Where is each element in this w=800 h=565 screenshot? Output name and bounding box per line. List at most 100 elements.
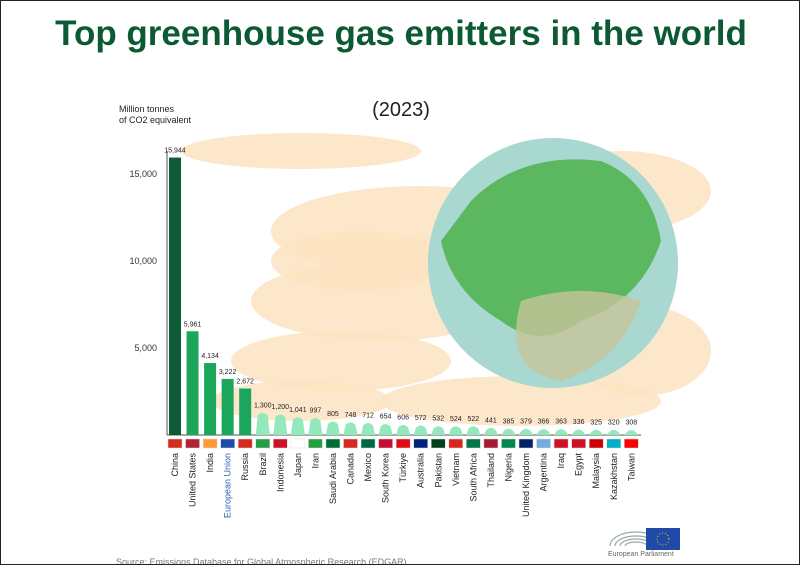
data-label: 3,222 (219, 369, 237, 376)
bar (169, 157, 181, 435)
y-tick-label: 10,000 (129, 256, 157, 266)
smoke-cloud (181, 133, 421, 169)
flag-icon (536, 438, 551, 449)
data-label: 522 (468, 416, 480, 423)
flag-icon (431, 438, 446, 449)
bar (273, 414, 288, 435)
flag-icon (518, 438, 534, 449)
category-label: Vietnam (451, 453, 461, 486)
y-axis-label: Million tonnes of CO2 equivalent (119, 104, 191, 126)
flag-icon (606, 438, 621, 449)
category-label: Canada (346, 453, 356, 485)
data-label: 441 (485, 417, 497, 424)
flag-icon (360, 438, 376, 449)
flag-icon (237, 438, 253, 449)
data-label: 524 (450, 416, 462, 423)
category-label: Türkiye (398, 453, 408, 483)
flag-icon (308, 438, 323, 449)
data-label: 748 (345, 412, 357, 419)
category-label: Saudi Arabia (328, 453, 338, 504)
category-label: Australia (416, 453, 426, 488)
bar (290, 417, 305, 435)
data-label: 308 (625, 420, 637, 427)
smoke-cloud (231, 331, 451, 391)
bar (361, 423, 376, 435)
chart-subtitle: (2023) (372, 99, 430, 121)
bar (536, 429, 551, 435)
category-label: South Korea (381, 453, 391, 503)
data-label: 5,961 (184, 321, 202, 328)
flag-icon (571, 438, 586, 449)
category-label: Nigeria (503, 453, 513, 482)
bar (606, 429, 621, 435)
bar (571, 429, 586, 435)
bar (589, 429, 604, 435)
category-label: South Africa (468, 453, 478, 502)
bar (308, 418, 323, 435)
flag-icon (290, 438, 306, 449)
bar (378, 424, 393, 435)
category-label: United States (188, 453, 198, 508)
category-label: Iraq (556, 453, 566, 469)
data-label: 379 (520, 418, 532, 425)
source-note: Source: Emissions Database for Global At… (116, 557, 407, 565)
data-label: 336 (573, 419, 585, 426)
flag-icon (413, 438, 428, 449)
category-label: Iran (310, 453, 320, 469)
flag-icon (185, 438, 200, 449)
bar (239, 388, 252, 435)
data-label: 4,134 (201, 353, 219, 360)
category-label: China (170, 453, 180, 477)
data-label: 997 (310, 408, 322, 415)
flag-icon (483, 438, 499, 449)
bar (186, 331, 199, 435)
category-label: European Union (223, 453, 233, 518)
category-label: Taiwan (626, 453, 636, 481)
bar (624, 430, 639, 435)
bar (204, 363, 217, 435)
data-label: 1,041 (289, 407, 307, 414)
bar (343, 422, 358, 435)
category-label: Egypt (574, 453, 584, 477)
bar (431, 426, 446, 435)
data-label: 572 (415, 415, 427, 422)
category-label: Indonesia (275, 453, 285, 492)
category-label: Pakistan (433, 453, 443, 488)
data-label: 363 (555, 419, 567, 426)
category-label: Argentina (539, 453, 549, 492)
data-label: 325 (590, 419, 602, 426)
data-label: 532 (432, 416, 444, 423)
globe-land (516, 291, 641, 381)
bar (255, 412, 270, 435)
category-label: Mexico (363, 453, 373, 482)
data-label: 606 (397, 414, 409, 421)
bar (466, 426, 481, 435)
data-label: 805 (327, 411, 339, 418)
y-tick-label: 5,000 (134, 343, 157, 353)
y-axis-label-line2: of CO2 equivalent (119, 115, 192, 125)
flag-icon (167, 438, 183, 449)
bar (448, 426, 463, 435)
smoke-cloud (211, 381, 391, 421)
bar (396, 424, 411, 435)
data-label: 1,200 (272, 404, 290, 411)
bar (519, 428, 533, 435)
globe-land (441, 159, 661, 336)
bar (554, 429, 569, 435)
flag-icon (395, 438, 411, 449)
flag-icon (220, 438, 235, 449)
category-label: Russia (240, 453, 250, 481)
bar (325, 421, 340, 435)
category-label: Thailand (486, 453, 496, 488)
y-tick-label: 15,000 (129, 169, 157, 179)
flag-icon (588, 438, 604, 449)
flag-icon (624, 438, 639, 449)
y-axis-label-line1: Million tonnes (119, 104, 175, 114)
bar (221, 378, 234, 435)
category-label: India (205, 453, 215, 473)
logo-text: European Parliament (608, 551, 674, 558)
category-label: Brazil (258, 453, 268, 476)
